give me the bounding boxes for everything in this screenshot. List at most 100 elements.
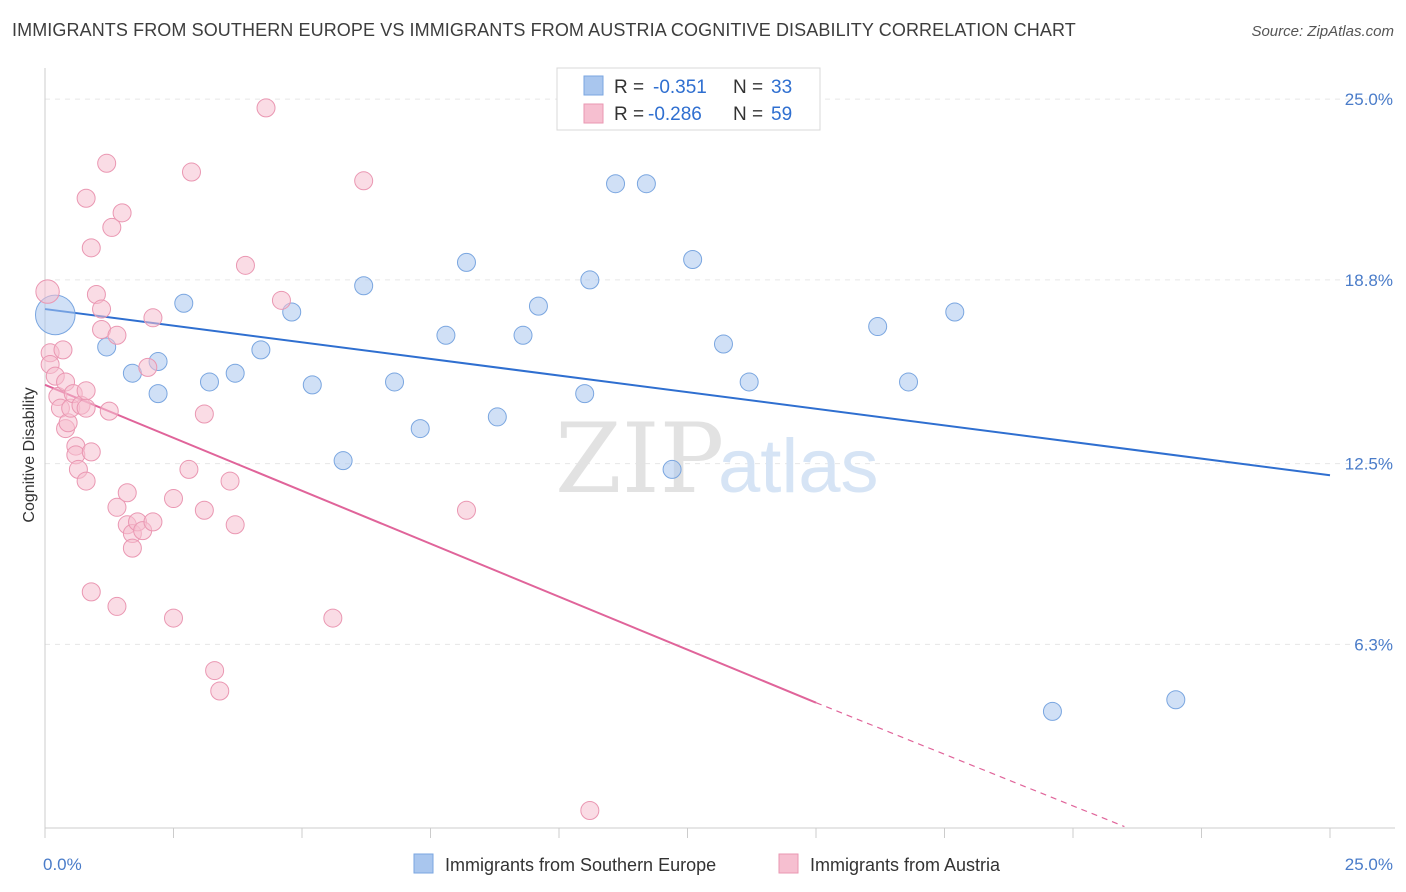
tick-labels: 6.3% 12.5% 18.8% 25.0% 0.0% 25.0% xyxy=(43,90,1393,874)
point-series1-48 xyxy=(220,471,240,491)
point-series1-21 xyxy=(81,442,101,462)
y-tick-label-2: 18.8% xyxy=(1345,271,1393,290)
point-series1-40 xyxy=(164,489,183,509)
point-series1-26 xyxy=(99,401,119,421)
bottom-legend-label-austria: Immigrants from Austria xyxy=(810,855,1001,875)
bottom-legend-swatch-austria xyxy=(778,853,799,874)
point-series1-18 xyxy=(76,381,96,401)
point-series1-49 xyxy=(225,515,245,535)
legend-r-label-2: R = xyxy=(614,104,644,125)
point-series0-25 xyxy=(683,250,703,269)
point-series0-22 xyxy=(606,174,626,194)
point-series1-50 xyxy=(235,255,255,275)
y-tick-label-1: 12.5% xyxy=(1345,455,1393,474)
point-series0-6 xyxy=(199,372,219,392)
watermark-zip: ZIP xyxy=(555,403,724,515)
point-series1-39 xyxy=(143,308,163,328)
trend-lines xyxy=(44,308,1331,828)
legend-swatch-austria xyxy=(583,103,604,124)
legend-n-label-2: N = xyxy=(733,104,763,125)
trend-line-series0 xyxy=(44,308,1331,477)
point-series1-23 xyxy=(92,299,112,319)
watermark-atlas: atlas xyxy=(718,424,879,509)
watermark: ZIP atlas xyxy=(555,403,879,515)
bottom-legend-swatch-southern-europe xyxy=(413,853,434,874)
bottom-legend: Immigrants from Southern Europe Immigran… xyxy=(413,853,1001,875)
point-series0-29 xyxy=(899,372,919,392)
point-series1-27 xyxy=(102,217,122,237)
point-series0-30 xyxy=(945,302,965,322)
x-tick-label-0: 0.0% xyxy=(43,855,82,874)
point-series1-20 xyxy=(81,238,101,258)
point-series1-53 xyxy=(323,608,343,628)
point-series1-43 xyxy=(181,162,201,182)
point-series1-37 xyxy=(138,357,158,377)
x-tick-label-1: 25.0% xyxy=(1345,855,1393,874)
point-series1-31 xyxy=(117,483,137,503)
legend-n-value-2: 59 xyxy=(771,104,792,125)
point-series1-38 xyxy=(143,512,163,532)
y-tick-label-0: 6.3% xyxy=(1354,635,1393,654)
point-series0-26 xyxy=(713,334,733,354)
point-series0-19 xyxy=(528,296,548,316)
chart-source: Source: ZipAtlas.com xyxy=(1251,23,1394,40)
point-series1-6 xyxy=(53,340,73,360)
point-series1-54 xyxy=(354,171,374,191)
point-series1-52 xyxy=(271,290,291,310)
point-series0-20 xyxy=(575,384,595,404)
point-series0-5 xyxy=(174,293,194,313)
point-series0-7 xyxy=(225,363,245,383)
axes xyxy=(44,68,1395,838)
point-series1-41 xyxy=(164,608,183,628)
point-series1-19 xyxy=(76,188,96,208)
trend-line-dashed-series1 xyxy=(815,702,1125,828)
point-series1-42 xyxy=(179,459,199,479)
legend-r-value-2: -0.286 xyxy=(648,104,702,125)
trend-line-series1 xyxy=(44,383,817,704)
point-series0-8 xyxy=(251,340,271,360)
legend-r-value-1: -0.351 xyxy=(653,77,707,98)
chart-title: IMMIGRANTS FROM SOUTHERN EUROPE VS IMMIG… xyxy=(12,20,1076,40)
point-series1-25 xyxy=(97,153,117,173)
point-series0-18 xyxy=(513,325,533,345)
data-points xyxy=(34,98,1186,821)
point-series0-32 xyxy=(1166,690,1186,710)
point-series1-30 xyxy=(112,203,132,223)
point-series0-17 xyxy=(487,407,507,427)
point-series0-15 xyxy=(436,325,456,345)
point-series1-0 xyxy=(35,279,60,304)
point-series1-56 xyxy=(580,801,600,821)
point-series1-34 xyxy=(122,538,142,558)
point-series1-57 xyxy=(81,582,101,602)
point-series0-12 xyxy=(354,276,374,296)
point-series1-44 xyxy=(194,500,214,520)
legend-swatch-southern-europe xyxy=(583,75,604,96)
point-series0-23 xyxy=(636,174,656,194)
point-series1-55 xyxy=(456,500,476,520)
point-series1-58 xyxy=(107,596,127,616)
y-tick-label-3: 25.0% xyxy=(1345,90,1393,109)
legend-n-value-1: 33 xyxy=(771,77,792,98)
point-series0-24 xyxy=(662,459,682,479)
point-series1-46 xyxy=(205,661,225,681)
point-series1-28 xyxy=(107,497,127,517)
legend-r-label-1: R = xyxy=(614,77,644,98)
point-series0-28 xyxy=(868,317,888,337)
point-series1-47 xyxy=(210,681,230,701)
point-series0-4 xyxy=(148,384,168,404)
bottom-legend-label-southern-europe: Immigrants from Southern Europe xyxy=(445,855,716,875)
point-series0-10 xyxy=(302,375,322,395)
point-series0-14 xyxy=(410,419,430,439)
point-series0-16 xyxy=(456,252,476,272)
y-axis-label: Cognitive Disability xyxy=(21,387,38,522)
gridlines xyxy=(45,98,1395,645)
point-series0-13 xyxy=(385,372,405,392)
point-series0-27 xyxy=(739,372,759,392)
point-series1-29 xyxy=(107,325,127,345)
point-series0-11 xyxy=(333,451,353,471)
point-series0-31 xyxy=(1042,701,1062,721)
legend-n-label-1: N = xyxy=(733,77,763,98)
point-series1-51 xyxy=(256,98,276,118)
point-series1-16 xyxy=(76,398,96,418)
